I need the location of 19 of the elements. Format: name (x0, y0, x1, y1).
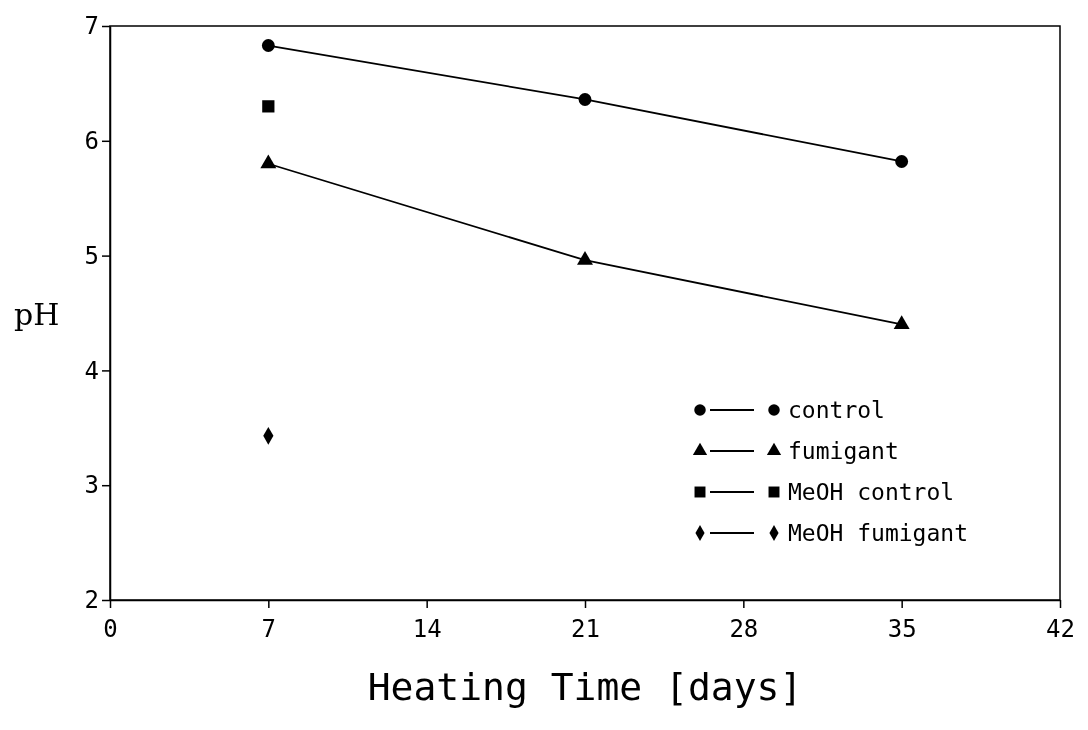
y-tick-label: 6 (84, 126, 99, 155)
x-tick-label: 0 (103, 615, 118, 644)
legend-label: MeOH fumigant (788, 520, 969, 546)
y-axis-title: pH (14, 297, 60, 332)
x-tick-label: 28 (729, 615, 759, 644)
x-tick-label: 42 (1046, 615, 1075, 644)
x-tick-label: 35 (887, 615, 917, 644)
y-tick-label: 3 (84, 471, 99, 500)
x-tick-label: 21 (571, 615, 600, 644)
y-tick-label: 7 (84, 12, 99, 41)
x-tick-label: 7 (261, 615, 277, 644)
y-tick-label: 4 (84, 356, 99, 385)
x-axis-title: Heating Time [days] (367, 665, 803, 709)
y-tick-label: 5 (84, 241, 99, 270)
y-tick-label: 2 (84, 586, 99, 615)
legend-label: MeOH control (788, 479, 955, 505)
legend-label: control (788, 397, 885, 423)
x-tick-label: 14 (412, 615, 442, 644)
legend-label: fumigant (788, 438, 899, 464)
